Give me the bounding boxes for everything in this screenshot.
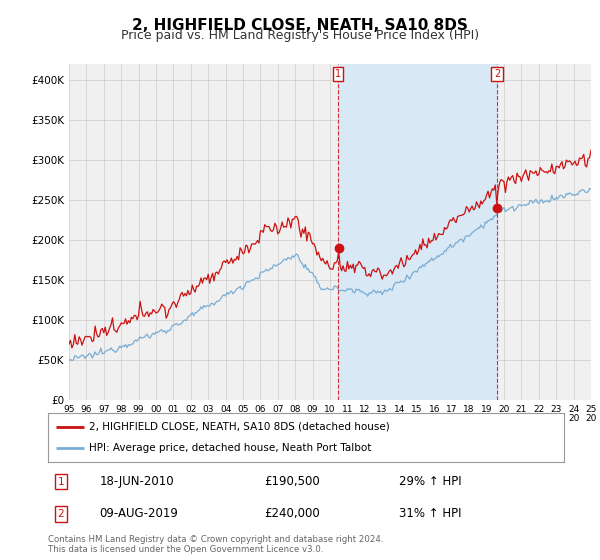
Text: Contains HM Land Registry data © Crown copyright and database right 2024.
This d: Contains HM Land Registry data © Crown c… <box>48 535 383 554</box>
Text: 18-JUN-2010: 18-JUN-2010 <box>100 475 174 488</box>
Text: £190,500: £190,500 <box>265 475 320 488</box>
Text: 2, HIGHFIELD CLOSE, NEATH, SA10 8DS: 2, HIGHFIELD CLOSE, NEATH, SA10 8DS <box>132 18 468 33</box>
Text: 1: 1 <box>58 477 64 487</box>
Text: 2, HIGHFIELD CLOSE, NEATH, SA10 8DS (detached house): 2, HIGHFIELD CLOSE, NEATH, SA10 8DS (det… <box>89 422 390 432</box>
Bar <box>338 64 497 400</box>
Text: HPI: Average price, detached house, Neath Port Talbot: HPI: Average price, detached house, Neat… <box>89 443 371 453</box>
Text: Price paid vs. HM Land Registry's House Price Index (HPI): Price paid vs. HM Land Registry's House … <box>121 29 479 42</box>
Text: 2: 2 <box>58 509 64 519</box>
Text: 31% ↑ HPI: 31% ↑ HPI <box>399 507 461 520</box>
Text: 1: 1 <box>335 69 341 79</box>
Text: 2: 2 <box>494 69 500 79</box>
Text: £240,000: £240,000 <box>265 507 320 520</box>
Text: 09-AUG-2019: 09-AUG-2019 <box>100 507 178 520</box>
Text: 29% ↑ HPI: 29% ↑ HPI <box>399 475 461 488</box>
